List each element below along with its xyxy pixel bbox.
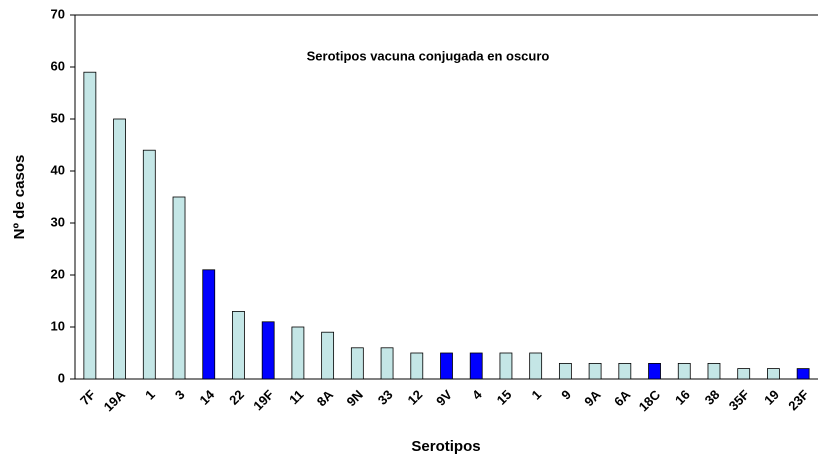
bar <box>588 362 602 380</box>
x-tick-label: 19A <box>101 387 129 415</box>
bar <box>767 368 780 380</box>
x-tick-label: 19F <box>250 387 276 413</box>
bar <box>172 196 186 380</box>
bar <box>558 362 572 380</box>
bar <box>677 362 691 380</box>
bar <box>529 352 543 380</box>
x-tick-label: 4 <box>469 386 485 402</box>
x-tick-label: 19 <box>761 387 782 408</box>
x-tick-label: 22 <box>226 387 247 408</box>
bar <box>350 347 364 380</box>
x-tick-label: 15 <box>494 387 515 408</box>
annotation: Serotipos vacuna conjugada en oscuro <box>307 48 550 63</box>
x-tick-label: 7F <box>77 387 98 408</box>
x-tick-label: 9A <box>581 387 604 410</box>
y-tick-label: 30 <box>51 214 65 229</box>
y-tick-label: 0 <box>58 370 65 385</box>
x-tick-label: 33 <box>375 387 396 408</box>
x-tick-label: 9N <box>344 387 366 409</box>
bar <box>261 321 275 380</box>
y-tick-label: 10 <box>51 318 65 333</box>
bar <box>737 368 751 380</box>
bar <box>410 352 424 380</box>
bar <box>440 352 453 380</box>
x-tick-label: 35F <box>726 387 752 413</box>
x-tick-label: 23F <box>785 387 811 413</box>
bar <box>232 310 245 380</box>
bar <box>83 71 97 380</box>
bar <box>142 149 156 380</box>
bar <box>321 331 335 380</box>
bar <box>618 362 632 380</box>
x-tick-label: 1 <box>142 387 158 403</box>
y-tick-label: 20 <box>51 266 65 281</box>
x-tick-label: 16 <box>672 387 693 408</box>
bar <box>202 269 216 380</box>
bar <box>499 352 513 380</box>
y-tick-label: 50 <box>51 110 65 125</box>
x-axis-label: Serotipos <box>411 438 480 455</box>
x-tick-label: 3 <box>172 387 188 403</box>
bar <box>291 326 305 380</box>
x-tick-label: 18C <box>636 387 664 415</box>
y-tick-label: 60 <box>51 58 65 73</box>
bar <box>113 118 126 380</box>
bar <box>469 352 483 380</box>
y-tick-label: 40 <box>51 162 65 177</box>
bar <box>707 362 721 380</box>
x-tick-label: 9 <box>558 387 574 403</box>
bar <box>648 362 661 380</box>
x-tick-label: 12 <box>404 387 425 408</box>
y-tick-label: 70 <box>51 6 65 21</box>
bar <box>796 368 810 380</box>
y-axis-label: Nº de casos <box>11 155 28 240</box>
x-tick-label: 1 <box>528 387 544 403</box>
x-tick-label: 9V <box>433 387 455 409</box>
bar <box>380 347 394 380</box>
x-tick-label: 8A <box>314 387 337 410</box>
x-tick-label: 38 <box>702 387 723 408</box>
x-tick-label: 14 <box>196 386 217 407</box>
x-tick-label: 6A <box>611 387 634 410</box>
x-tick-label: 11 <box>286 387 306 407</box>
